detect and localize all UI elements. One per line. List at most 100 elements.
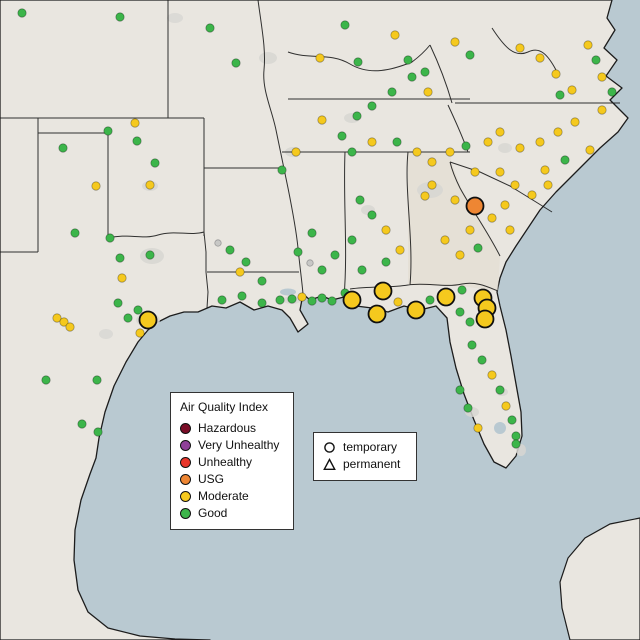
aqi-marker-moderate[interactable] xyxy=(583,40,593,50)
aqi-marker-good[interactable] xyxy=(205,23,215,33)
aqi-marker-good[interactable] xyxy=(591,55,601,65)
aqi-marker-moderate[interactable] xyxy=(553,127,563,137)
aqi-marker-moderate[interactable] xyxy=(495,167,505,177)
aqi-marker-moderate[interactable] xyxy=(420,191,430,201)
aqi-marker-moderate[interactable] xyxy=(597,72,607,82)
aqi-marker-moderate[interactable] xyxy=(510,180,520,190)
aqi-marker-good[interactable] xyxy=(420,67,430,77)
aqi-marker-good[interactable] xyxy=(132,136,142,146)
aqi-marker-good[interactable] xyxy=(293,247,303,257)
aqi-marker-good[interactable] xyxy=(465,50,475,60)
aqi-marker-good[interactable] xyxy=(77,419,87,429)
aqi-marker-moderate[interactable] xyxy=(390,30,400,40)
aqi-marker-moderate[interactable] xyxy=(381,225,391,235)
aqi-marker-good[interactable] xyxy=(70,228,80,238)
aqi-marker-moderate[interactable] xyxy=(367,137,377,147)
aqi-marker-moderate[interactable] xyxy=(500,200,510,210)
aqi-marker-moderate[interactable] xyxy=(315,53,325,63)
aqi-marker-good[interactable] xyxy=(133,305,143,315)
aqi-marker-good[interactable] xyxy=(347,235,357,245)
aqi-marker-good[interactable] xyxy=(145,250,155,260)
aqi-marker-good[interactable] xyxy=(387,87,397,97)
aqi-marker-moderate[interactable] xyxy=(59,317,69,327)
aqi-marker-good[interactable] xyxy=(347,147,357,157)
aqi-marker-good[interactable] xyxy=(495,385,505,395)
aqi-marker-good[interactable] xyxy=(337,131,347,141)
aqi-marker-moderate-large[interactable] xyxy=(436,287,456,307)
aqi-marker-good[interactable] xyxy=(340,20,350,30)
aqi-marker-good[interactable] xyxy=(113,298,123,308)
aqi-marker-moderate[interactable] xyxy=(423,87,433,97)
aqi-marker-good[interactable] xyxy=(461,141,471,151)
aqi-marker-good[interactable] xyxy=(407,72,417,82)
aqi-marker-moderate[interactable] xyxy=(505,225,515,235)
aqi-marker-moderate-large[interactable] xyxy=(367,304,387,324)
aqi-marker-moderate[interactable] xyxy=(297,292,307,302)
aqi-marker-good[interactable] xyxy=(115,12,125,22)
aqi-marker-moderate[interactable] xyxy=(470,167,480,177)
aqi-marker-moderate[interactable] xyxy=(495,127,505,137)
aqi-marker-good[interactable] xyxy=(115,253,125,263)
aqi-marker-moderate[interactable] xyxy=(465,225,475,235)
aqi-marker-moderate-large[interactable] xyxy=(373,281,393,301)
aqi-marker-moderate-large[interactable] xyxy=(138,310,158,330)
aqi-marker-moderate[interactable] xyxy=(440,235,450,245)
aqi-marker-moderate[interactable] xyxy=(597,105,607,115)
aqi-marker-usg-large[interactable] xyxy=(465,196,485,216)
aqi-marker-good[interactable] xyxy=(58,143,68,153)
aqi-marker-good[interactable] xyxy=(560,155,570,165)
aqi-marker-moderate[interactable] xyxy=(65,322,75,332)
aqi-marker-moderate[interactable] xyxy=(427,157,437,167)
aqi-marker-moderate[interactable] xyxy=(135,328,145,338)
aqi-marker-moderate[interactable] xyxy=(515,43,525,53)
aqi-marker-good[interactable] xyxy=(217,295,227,305)
aqi-marker-moderate[interactable] xyxy=(483,137,493,147)
aqi-marker-good[interactable] xyxy=(511,439,521,449)
aqi-marker-moderate[interactable] xyxy=(570,117,580,127)
aqi-marker-moderate[interactable] xyxy=(117,273,127,283)
aqi-marker-good[interactable] xyxy=(465,317,475,327)
aqi-marker-good[interactable] xyxy=(123,313,133,323)
aqi-marker-moderate[interactable] xyxy=(585,145,595,155)
aqi-marker-moderate[interactable] xyxy=(52,313,62,323)
aqi-marker-good[interactable] xyxy=(511,431,521,441)
aqi-marker-good[interactable] xyxy=(277,165,287,175)
aqi-marker-good[interactable] xyxy=(607,87,617,97)
aqi-marker-moderate-large[interactable] xyxy=(475,309,495,329)
aqi-marker-moderate[interactable] xyxy=(450,37,460,47)
aqi-marker-good[interactable] xyxy=(330,250,340,260)
aqi-marker-good[interactable] xyxy=(103,126,113,136)
aqi-marker-good[interactable] xyxy=(93,427,103,437)
aqi-marker-good[interactable] xyxy=(41,375,51,385)
aqi-marker-moderate[interactable] xyxy=(551,69,561,79)
aqi-marker-good[interactable] xyxy=(392,137,402,147)
aqi-marker-good[interactable] xyxy=(403,55,413,65)
aqi-marker-moderate[interactable] xyxy=(535,137,545,147)
aqi-marker-moderate-large[interactable] xyxy=(406,300,426,320)
aqi-marker-moderate[interactable] xyxy=(450,195,460,205)
aqi-marker-good[interactable] xyxy=(307,296,317,306)
aqi-marker-good[interactable] xyxy=(257,298,267,308)
aqi-marker-moderate-large[interactable] xyxy=(342,290,362,310)
aqi-marker-good[interactable] xyxy=(105,233,115,243)
aqi-marker-good[interactable] xyxy=(237,291,247,301)
aqi-marker-moderate[interactable] xyxy=(515,143,525,153)
aqi-marker-moderate[interactable] xyxy=(393,297,403,307)
aqi-marker-moderate[interactable] xyxy=(527,190,537,200)
aqi-marker-good[interactable] xyxy=(555,90,565,100)
aqi-marker-good[interactable] xyxy=(225,245,235,255)
aqi-marker-good[interactable] xyxy=(17,8,27,18)
aqi-marker-moderate[interactable] xyxy=(567,85,577,95)
aqi-marker-good[interactable] xyxy=(425,295,435,305)
aqi-marker-moderate[interactable] xyxy=(317,115,327,125)
aqi-marker-moderate[interactable] xyxy=(412,147,422,157)
aqi-marker-moderate[interactable] xyxy=(543,180,553,190)
aqi-marker-good[interactable] xyxy=(92,375,102,385)
aqi-marker-good[interactable] xyxy=(150,158,160,168)
aqi-marker-moderate[interactable] xyxy=(427,180,437,190)
aqi-marker-good[interactable] xyxy=(352,111,362,121)
aqi-marker-moderate[interactable] xyxy=(487,213,497,223)
aqi-marker-good[interactable] xyxy=(317,265,327,275)
aqi-marker-moderate[interactable] xyxy=(455,250,465,260)
aqi-marker-good[interactable] xyxy=(367,101,377,111)
